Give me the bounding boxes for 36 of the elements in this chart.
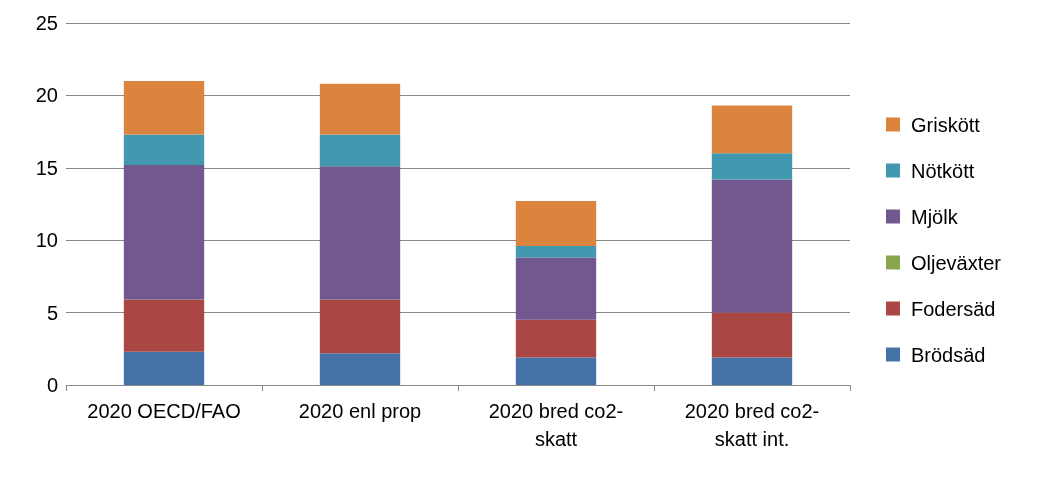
bar — [515, 357, 597, 385]
bar — [319, 83, 401, 135]
y-tick-label: 10 — [35, 229, 58, 252]
bar — [123, 299, 205, 352]
x-tick-label: 2020 bred co2- skatt int. — [684, 400, 820, 450]
bar — [319, 299, 401, 354]
bar — [711, 179, 793, 313]
bar — [515, 319, 597, 358]
bar — [319, 134, 401, 167]
legend-label: Brödsäd — [910, 343, 986, 366]
y-tick-label: 5 — [46, 301, 58, 324]
bar — [123, 164, 205, 300]
legend-label: Griskött — [910, 113, 981, 136]
bar — [123, 80, 205, 135]
x-tick-label: 2020 bred co2- skatt — [488, 400, 624, 450]
y-tick-label: 0 — [46, 374, 58, 396]
legend-label: Mjölk — [910, 205, 959, 228]
bar — [515, 257, 597, 320]
x-tick-label: 2020 OECD/FAO — [87, 400, 241, 422]
y-tick-label: 15 — [35, 156, 58, 179]
y-tick-label: 25 — [35, 12, 58, 34]
bar — [711, 105, 793, 154]
bar — [123, 351, 205, 385]
x-tick-label: 2020 enl prop — [298, 400, 422, 422]
bar — [515, 201, 597, 246]
bar — [711, 357, 793, 385]
bar — [711, 153, 793, 180]
bar — [123, 134, 205, 165]
y-tick-label: 20 — [35, 84, 58, 107]
legend-label: Nötkött — [910, 159, 975, 182]
legend-label: Oljeväxter — [910, 251, 1002, 274]
bar — [515, 245, 597, 258]
bar — [319, 166, 401, 300]
legend-label: Fodersäd — [910, 297, 996, 320]
bar — [319, 353, 401, 385]
bar — [711, 312, 793, 358]
